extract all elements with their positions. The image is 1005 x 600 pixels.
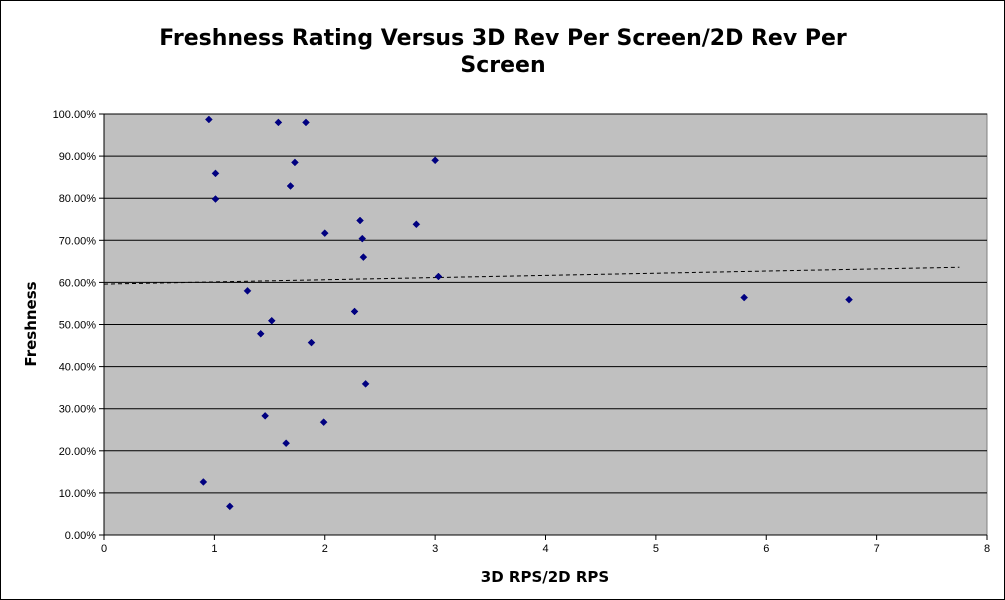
data-point [267, 316, 276, 325]
x-tick-label: 4 [542, 543, 548, 555]
data-point [211, 195, 220, 203]
data-point [356, 216, 364, 225]
data-point [845, 295, 853, 304]
data-point [286, 182, 295, 190]
x-tick-label: 1 [211, 543, 217, 555]
y-tick-label: 80.00% [59, 193, 97, 205]
y-tick-label: 30.00% [59, 404, 97, 416]
chart-title-line-2: Screen [460, 53, 545, 78]
y-tick-label: 90.00% [59, 151, 97, 163]
data-point [359, 253, 368, 261]
data-points [199, 115, 853, 511]
y-tick-label: 10.00% [59, 488, 97, 500]
x-axis-ticks: 0 1 2 3 4 5 6 7 8 [101, 114, 990, 555]
data-point [274, 118, 283, 127]
x-tick-label: 5 [653, 543, 659, 555]
x-tick-label: 8 [984, 543, 990, 555]
gridlines [104, 113, 987, 494]
data-point [307, 338, 316, 347]
y-tick-label: 0.00% [65, 530, 96, 542]
data-point [205, 115, 213, 124]
data-point [319, 418, 328, 427]
data-point [211, 169, 220, 178]
data-point [261, 412, 270, 420]
y-tick-label: 60.00% [59, 277, 97, 289]
data-point [282, 439, 290, 448]
x-axis-title: 3D RPS/2D RPS [481, 568, 609, 586]
data-point [291, 158, 299, 167]
data-point [199, 478, 208, 486]
data-point [225, 502, 234, 511]
data-point [350, 307, 359, 316]
y-tick-label: 40.00% [59, 362, 97, 374]
data-point [320, 229, 329, 237]
x-tick-label: 3 [432, 543, 438, 555]
data-point [412, 220, 421, 229]
data-point [256, 329, 265, 338]
x-tick-label: 2 [322, 543, 328, 555]
data-point [431, 156, 439, 165]
y-tick-label: 20.00% [59, 446, 97, 458]
data-point [243, 286, 252, 295]
chart-title-line-1: Freshness Rating Versus 3D Rev Per Scree… [159, 26, 847, 51]
y-axis-title: Freshness [22, 281, 40, 366]
data-point [358, 234, 367, 243]
x-tick-label: 0 [101, 543, 107, 555]
x-tick-label: 7 [874, 543, 880, 555]
y-axis-ticks: 0.00% 10.00% 20.00% 30.00% 40.00% 50.00% 60.00… [53, 109, 104, 542]
data-point [434, 272, 443, 281]
y-tick-label: 100.00% [53, 109, 97, 121]
data-point [361, 380, 370, 388]
y-tick-label: 50.00% [59, 320, 97, 332]
trendline [103, 266, 960, 285]
x-tick-label: 6 [763, 543, 769, 555]
y-tick-label: 70.00% [59, 235, 97, 247]
trendline-group [103, 266, 960, 285]
data-point [740, 293, 749, 302]
data-point [302, 118, 310, 127]
